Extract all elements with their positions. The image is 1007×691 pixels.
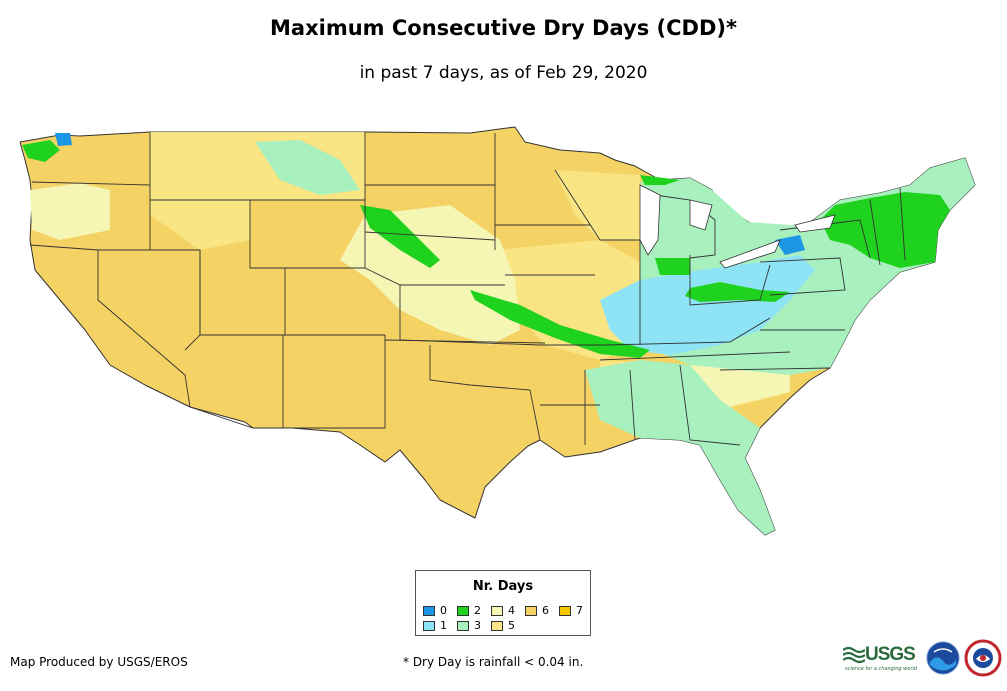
region-4-days (340, 205, 520, 345)
legend-swatch-7 (559, 605, 571, 616)
legend-label-3: 3 (474, 619, 481, 632)
noaa-logo-icon (926, 641, 960, 675)
legend-swatch-4 (491, 605, 503, 616)
region-2-days-plains-band (470, 290, 650, 358)
legend-swatch-2 (457, 605, 469, 616)
legend-swatch-5 (491, 620, 503, 631)
border-ut-co (199, 250, 286, 336)
agency-logos: USGS science for a changing world (843, 639, 1003, 680)
dry-day-note: * Dry Day is rainfall < 0.04 in. (403, 655, 584, 669)
region-3-days-montana (255, 140, 360, 195)
region-2-days-michigan (640, 175, 680, 185)
legend-label-4: 4 (508, 604, 515, 617)
region-0-days-western-ny (775, 235, 805, 255)
region-5-days-central (495, 240, 640, 360)
border-wy (249, 200, 365, 269)
region-4-days-southeast (680, 365, 790, 440)
legend-label-2: 2 (474, 604, 481, 617)
border-ga (679, 364, 741, 446)
border-al (629, 369, 636, 441)
usgs-wave-icon (843, 646, 865, 664)
region-5-days-northcentral (555, 170, 640, 240)
legend-title: Nr. Days (472, 579, 534, 594)
region-2-days-new-england (820, 192, 950, 268)
border-nc-sc (719, 367, 831, 371)
legend-label-5: 5 (508, 619, 515, 632)
map-credit: Map Produced by USGS/EROS (10, 655, 188, 669)
border-az-nm (189, 335, 284, 429)
nws-logo-icon (964, 639, 1002, 677)
border-ok-tx (429, 345, 541, 441)
region-overlays (22, 132, 975, 535)
legend-item-1: 1 (423, 619, 447, 632)
border-wi (554, 169, 640, 241)
region-4-days-nw (30, 183, 110, 240)
lake-erie (719, 239, 781, 269)
border-pa (759, 257, 846, 296)
lake-huron (689, 199, 713, 231)
border-michigan (654, 194, 716, 259)
legend-swatch-0 (423, 605, 435, 616)
legend-label-1: 1 (440, 619, 447, 632)
legend-label-7: 7 (576, 604, 583, 617)
region-0-days-washington (55, 133, 72, 146)
region-2-days-dakota-band (360, 205, 440, 268)
legend-swatch-6 (525, 605, 537, 616)
region-2-days-great-lakes (655, 258, 690, 275)
legend-item-7: 7 (559, 604, 583, 617)
usgs-wordmark: USGS (865, 644, 916, 665)
lake-ontario (794, 214, 836, 233)
region-2-days-ohio-band (685, 282, 790, 302)
legend-label-0: 0 (440, 604, 447, 617)
border-tn (599, 351, 791, 361)
border-new-england (869, 187, 906, 266)
legend-item-2: 2 (457, 604, 481, 617)
legend-item-0: 0 (423, 604, 447, 617)
legend-swatch-3 (457, 620, 469, 631)
border-ky (604, 317, 771, 346)
usgs-logo: USGS science for a changing world (843, 644, 921, 674)
legend-swatch-1 (423, 620, 435, 631)
border-oh (689, 255, 771, 306)
state-borders (29, 132, 906, 446)
border-or-ca (29, 244, 99, 251)
legend-label-6: 6 (542, 604, 549, 617)
border-nm-tx (292, 335, 386, 429)
legend-item-3: 3 (457, 619, 481, 632)
border-sd-ne (364, 231, 496, 241)
map-legend: Nr. Days 0 1 2 3 4 5 6 7 (415, 570, 591, 636)
usgs-tagline: science for a changing world (845, 666, 917, 672)
legend-item-6: 6 (525, 604, 549, 617)
border-ks-ok (384, 339, 546, 344)
lake-michigan (639, 184, 661, 256)
border-ca-nv (97, 250, 191, 408)
legend-item-5: 5 (491, 619, 515, 632)
border-wa-or (31, 181, 151, 186)
great-lakes (639, 184, 836, 269)
map-subtitle: in past 7 days, as of Feb 29, 2020 (359, 63, 648, 83)
map-title: Maximum Consecutive Dry Days (CDD)* (270, 16, 737, 40)
region-2-days-washington (22, 140, 60, 162)
legend-item-4: 4 (491, 604, 515, 617)
